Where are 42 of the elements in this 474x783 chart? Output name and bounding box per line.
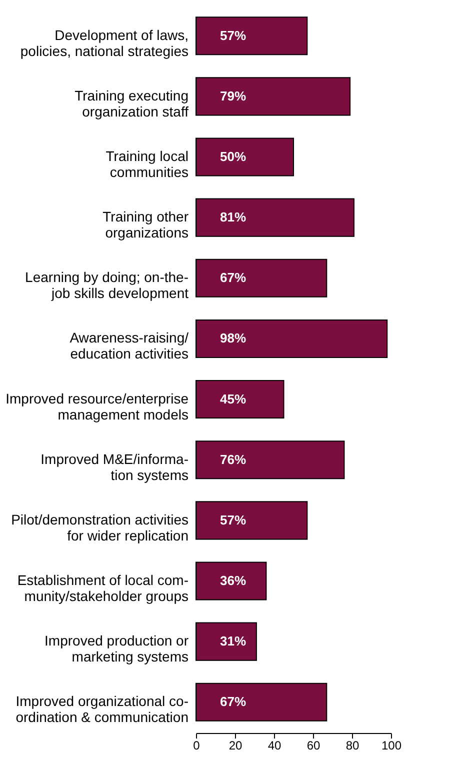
- y-tick-label: Improved organizational co- ordination & communication: [16, 693, 189, 726]
- y-tick-label: Development of laws, policies, national strategies: [20, 26, 188, 59]
- data-label: 67%: [220, 694, 246, 710]
- x-tick-label: 20: [228, 738, 242, 752]
- bar: [196, 77, 351, 116]
- bar: [196, 319, 388, 358]
- y-tick-label: Improved production or marketing systems: [44, 632, 189, 665]
- bar: [196, 198, 354, 237]
- x-tick-label: 60: [306, 738, 320, 752]
- y-tick-label: Awareness-raising/ education activities: [70, 330, 189, 362]
- data-label: 57%: [220, 28, 246, 43]
- x-tick-label: 80: [346, 738, 360, 752]
- data-label: 76%: [220, 452, 246, 467]
- data-label: 31%: [220, 634, 246, 649]
- x-tick-label: 100: [381, 738, 402, 752]
- data-label: 81%: [220, 210, 246, 225]
- data-label: 50%: [220, 149, 246, 164]
- x-tick-label: 0: [193, 738, 200, 752]
- bar: [196, 622, 257, 661]
- data-label: 36%: [220, 572, 246, 588]
- y-tick-label: Pilot/demonstration activities for wider replication: [11, 511, 188, 544]
- y-tick-label: Improved M&E/informa- tion systems: [40, 450, 189, 483]
- data-label: 57%: [220, 512, 246, 528]
- y-tick-label: Establishment of local com- munity/stakeholder groups: [17, 572, 189, 604]
- bar: [196, 682, 328, 722]
- data-label: 79%: [220, 88, 246, 104]
- bar: [196, 501, 308, 540]
- bar: [196, 138, 294, 176]
- data-label: 45%: [220, 391, 246, 406]
- bar: [196, 562, 267, 600]
- data-label: 67%: [220, 270, 246, 286]
- bar: [196, 16, 308, 56]
- y-tick-label: Learning by doing; on-the- job skills development: [25, 269, 189, 302]
- y-tick-label: Training local communities: [106, 148, 188, 180]
- y-tick-label: Training other organizations: [102, 208, 189, 241]
- x-tick-label: 40: [268, 738, 282, 752]
- data-label: 98%: [220, 330, 246, 346]
- y-tick-label: Improved resource/enterprise management models: [6, 390, 189, 422]
- bar: [196, 440, 345, 480]
- bar: [196, 258, 328, 298]
- bar: [196, 380, 284, 419]
- y-tick-label: Training executing organization staff: [74, 87, 189, 120]
